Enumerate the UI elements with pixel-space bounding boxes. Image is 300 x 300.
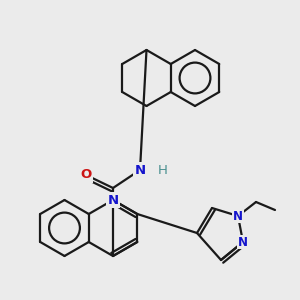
Text: N: N [233, 209, 243, 223]
Text: N: N [238, 236, 248, 248]
Text: H: H [158, 164, 168, 176]
Text: O: O [80, 169, 92, 182]
Text: N: N [107, 194, 118, 206]
Text: N: N [134, 164, 146, 176]
